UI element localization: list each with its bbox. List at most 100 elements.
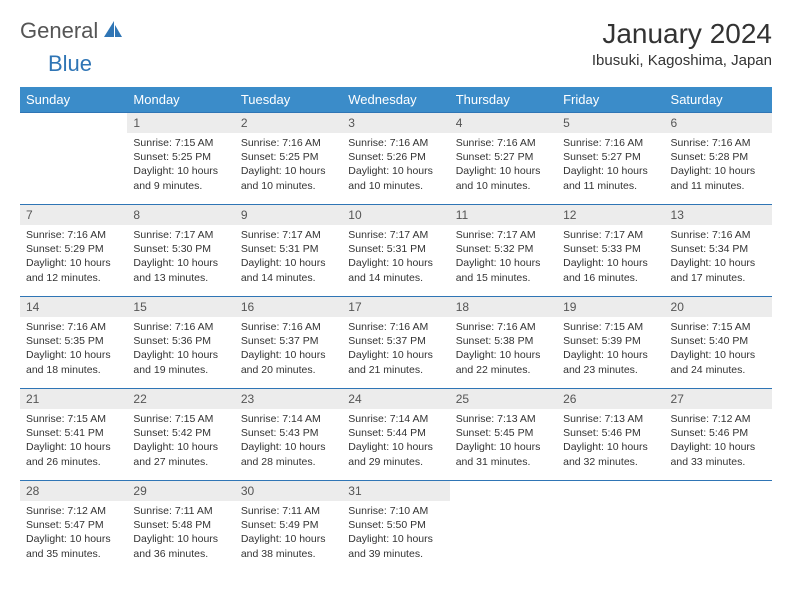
sunset-line: Sunset: 5:42 PM: [133, 427, 211, 439]
day-cell: 21Sunrise: 7:15 AMSunset: 5:41 PMDayligh…: [20, 389, 127, 481]
day-cell: 20Sunrise: 7:15 AMSunset: 5:40 PMDayligh…: [665, 297, 772, 389]
sunrise-line: Sunrise: 7:17 AM: [563, 229, 643, 241]
day-cell: ..: [20, 113, 127, 205]
sunset-line: Sunset: 5:31 PM: [241, 243, 319, 255]
day-number: 5: [557, 113, 664, 133]
daylight-line: Daylight: 10 hours and 9 minutes.: [133, 165, 218, 191]
daylight-line: Daylight: 10 hours and 32 minutes.: [563, 441, 648, 467]
sunset-line: Sunset: 5:36 PM: [133, 335, 211, 347]
sunset-line: Sunset: 5:37 PM: [241, 335, 319, 347]
day-number: 10: [342, 205, 449, 225]
month-title: January 2024: [592, 18, 772, 50]
day-number: 28: [20, 481, 127, 501]
brand-text-blue: Blue: [48, 51, 92, 76]
day-body: Sunrise: 7:16 AMSunset: 5:27 PMDaylight:…: [557, 133, 664, 197]
day-number: 11: [450, 205, 557, 225]
daylight-line: Daylight: 10 hours and 36 minutes.: [133, 533, 218, 559]
day-body: Sunrise: 7:16 AMSunset: 5:28 PMDaylight:…: [665, 133, 772, 197]
day-number: 15: [127, 297, 234, 317]
week-row: 28Sunrise: 7:12 AMSunset: 5:47 PMDayligh…: [20, 481, 772, 573]
day-body: Sunrise: 7:15 AMSunset: 5:25 PMDaylight:…: [127, 133, 234, 197]
day-body: Sunrise: 7:17 AMSunset: 5:30 PMDaylight:…: [127, 225, 234, 289]
sunset-line: Sunset: 5:28 PM: [671, 151, 749, 163]
day-number: 2: [235, 113, 342, 133]
daylight-line: Daylight: 10 hours and 20 minutes.: [241, 349, 326, 375]
day-number: 14: [20, 297, 127, 317]
day-number: 19: [557, 297, 664, 317]
sunset-line: Sunset: 5:33 PM: [563, 243, 641, 255]
day-number: 7: [20, 205, 127, 225]
day-number: 30: [235, 481, 342, 501]
sunrise-line: Sunrise: 7:15 AM: [671, 321, 751, 333]
day-body: Sunrise: 7:14 AMSunset: 5:44 PMDaylight:…: [342, 409, 449, 473]
sunrise-line: Sunrise: 7:17 AM: [241, 229, 321, 241]
sunset-line: Sunset: 5:38 PM: [456, 335, 534, 347]
daylight-line: Daylight: 10 hours and 10 minutes.: [456, 165, 541, 191]
sunset-line: Sunset: 5:25 PM: [241, 151, 319, 163]
weekday-monday: Monday: [127, 87, 234, 113]
day-body: Sunrise: 7:16 AMSunset: 5:29 PMDaylight:…: [20, 225, 127, 289]
week-row: ..1Sunrise: 7:15 AMSunset: 5:25 PMDaylig…: [20, 113, 772, 205]
daylight-line: Daylight: 10 hours and 16 minutes.: [563, 257, 648, 283]
calendar-body: ..1Sunrise: 7:15 AMSunset: 5:25 PMDaylig…: [20, 113, 772, 573]
day-cell: 24Sunrise: 7:14 AMSunset: 5:44 PMDayligh…: [342, 389, 449, 481]
day-number: 27: [665, 389, 772, 409]
sunset-line: Sunset: 5:44 PM: [348, 427, 426, 439]
day-cell: 1Sunrise: 7:15 AMSunset: 5:25 PMDaylight…: [127, 113, 234, 205]
day-body: Sunrise: 7:11 AM Sunset: 5:49 PM Daylight:…: [235, 501, 342, 565]
day-body: Sunrise: 7:13 AMSunset: 5:46 PMDaylight:…: [557, 409, 664, 473]
sunrise-line: Sunrise: 7:14 AM: [348, 413, 428, 425]
sunset-line: Sunset: 5:47 PM: [26, 519, 104, 531]
sunrise-line: Sunrise: 7:16 AM: [348, 137, 428, 149]
day-number: 12: [557, 205, 664, 225]
day-cell: 5Sunrise: 7:16 AMSunset: 5:27 PMDaylight…: [557, 113, 664, 205]
daylight-line: Daylight: 10 hours and 22 minutes.: [456, 349, 541, 375]
day-number: 23: [235, 389, 342, 409]
day-number: 20: [665, 297, 772, 317]
daylight-line: Daylight: 10 hours and 38 minutes.: [241, 533, 326, 559]
sunset-line: Sunset: 5:49 PM: [241, 519, 319, 531]
day-body: Sunrise: 7:16 AMSunset: 5:38 PMDaylight:…: [450, 317, 557, 381]
day-cell: 11Sunrise: 7:17 AMSunset: 5:32 PMDayligh…: [450, 205, 557, 297]
day-number: 22: [127, 389, 234, 409]
day-cell: 19Sunrise: 7:15 AMSunset: 5:39 PMDayligh…: [557, 297, 664, 389]
sunset-line: Sunset: 5:46 PM: [563, 427, 641, 439]
weekday-row: SundayMondayTuesdayWednesdayThursdayFrid…: [20, 87, 772, 113]
weekday-saturday: Saturday: [665, 87, 772, 113]
sunset-line: Sunset: 5:34 PM: [671, 243, 749, 255]
day-cell: 27Sunrise: 7:12 AMSunset: 5:46 PMDayligh…: [665, 389, 772, 481]
day-number: 17: [342, 297, 449, 317]
sunset-line: Sunset: 5:37 PM: [348, 335, 426, 347]
sunrise-line: Sunrise: 7:16 AM: [241, 321, 321, 333]
day-cell: 7Sunrise: 7:16 AMSunset: 5:29 PMDaylight…: [20, 205, 127, 297]
sunrise-line: Sunrise: 7:16 AM: [671, 137, 751, 149]
day-cell: 17Sunrise: 7:16 AMSunset: 5:37 PMDayligh…: [342, 297, 449, 389]
day-number: 6: [665, 113, 772, 133]
daylight-line: Daylight: 10 hours and 11 minutes.: [563, 165, 648, 191]
day-body: Sunrise: 7:11 AMSunset: 5:48 PMDaylight:…: [127, 501, 234, 565]
day-number: 31: [342, 481, 449, 501]
daylight-line: Daylight: 10 hours and 28 minutes.: [241, 441, 326, 467]
day-cell: 18Sunrise: 7:16 AMSunset: 5:38 PMDayligh…: [450, 297, 557, 389]
sunrise-line: Sunrise: 7:15 AM: [26, 413, 106, 425]
day-cell: ..: [557, 481, 664, 573]
day-cell: 9Sunrise: 7:17 AMSunset: 5:31 PMDaylight…: [235, 205, 342, 297]
sunset-line: Sunset: 5:41 PM: [26, 427, 104, 439]
sunrise-line: Sunrise: 7:16 AM: [348, 321, 428, 333]
brand-text-general: General: [20, 18, 98, 44]
sunrise-line: Sunrise: 7:11 AM: [241, 505, 320, 517]
weekday-friday: Friday: [557, 87, 664, 113]
day-cell: 2Sunrise: 7:16 AMSunset: 5:25 PMDaylight…: [235, 113, 342, 205]
day-body: Sunrise: 7:16 AM Sunset: 5:37 PM Daylight:…: [235, 317, 342, 381]
day-body: Sunrise: 7:15 AMSunset: 5:40 PMDaylight:…: [665, 317, 772, 381]
day-body: Sunrise: 7:17 AMSunset: 5:31 PMDaylight:…: [235, 225, 342, 289]
day-cell: 26Sunrise: 7:13 AMSunset: 5:46 PMDayligh…: [557, 389, 664, 481]
location-text: Ibusuki, Kagoshima, Japan: [592, 52, 772, 69]
sunrise-line: Sunrise: 7:16 AM: [563, 137, 643, 149]
day-cell: ..: [665, 481, 772, 573]
day-cell: 30 Sunrise: 7:11 AM Sunset: 5:49 PM Dayligh…: [235, 481, 342, 573]
day-number: 13: [665, 205, 772, 225]
sunset-line: Sunset: 5:26 PM: [348, 151, 426, 163]
day-body: Sunrise: 7:16 AMSunset: 5:25 PMDaylight:…: [235, 133, 342, 197]
day-number: 1: [127, 113, 234, 133]
